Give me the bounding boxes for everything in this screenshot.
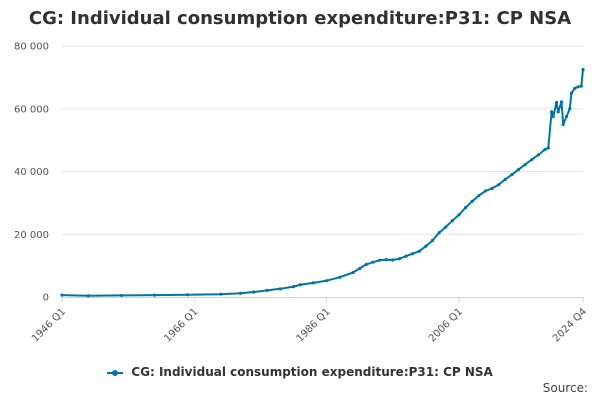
data-point [239, 291, 243, 295]
data-point [543, 147, 547, 152]
data-point [561, 122, 565, 127]
data-point [219, 292, 223, 296]
gridlines [62, 45, 583, 235]
legend-line-icon [107, 369, 124, 376]
x-tick-label: 2024 Q4 [551, 306, 589, 344]
data-point [384, 258, 388, 262]
data-point [325, 279, 329, 283]
data-point [559, 100, 564, 104]
data-point [430, 238, 435, 243]
data-point [186, 293, 190, 297]
data-point [463, 205, 468, 210]
data-point [573, 86, 577, 90]
data-point [404, 254, 408, 258]
data-point [278, 287, 282, 291]
data-point [483, 189, 488, 193]
data-point [579, 84, 583, 88]
data-point [60, 293, 64, 297]
data-point [444, 225, 448, 229]
data-point [411, 252, 415, 256]
series-line [61, 69, 584, 297]
data-point [364, 262, 368, 266]
legend-label: CG: Individual consumption expenditure:P… [131, 365, 493, 379]
data-point [477, 194, 481, 198]
data-point [119, 293, 124, 298]
data-point [523, 162, 527, 167]
data-point [450, 219, 454, 223]
series-layer [60, 67, 585, 298]
data-point [338, 275, 342, 279]
y-tick-label: 80 000 [14, 42, 49, 53]
y-tick-label: 60 000 [14, 104, 49, 115]
data-point [497, 183, 501, 187]
data-point [417, 249, 421, 253]
y-tick-label: 0 [43, 293, 49, 304]
y-axis: 0 20 000 40 000 60 000 80 000 [14, 42, 49, 304]
data-point [397, 257, 402, 261]
data-point [510, 173, 514, 177]
data-point [490, 186, 494, 191]
data-point [437, 231, 441, 235]
data-point [298, 283, 302, 287]
x-tick-label: 1986 Q1 [295, 306, 333, 344]
legend[interactable]: CG: Individual consumption expenditure:P… [0, 365, 600, 379]
data-point [371, 260, 375, 264]
y-tick-label: 40 000 [14, 167, 49, 178]
data-point [391, 258, 395, 262]
chart-title: CG: Individual consumption expenditure:P… [28, 8, 572, 29]
data-point [351, 270, 355, 275]
data-point [554, 100, 559, 105]
data-point [556, 110, 560, 114]
data-point [252, 290, 256, 294]
data-point [470, 199, 474, 203]
data-point [516, 168, 521, 172]
data-point [568, 107, 572, 111]
data-point [424, 244, 428, 248]
data-point [549, 110, 554, 114]
data-point [569, 91, 574, 95]
data-point [291, 285, 296, 289]
data-point [86, 294, 91, 298]
x-tick-label: 1966 Q1 [162, 306, 200, 344]
data-point [503, 177, 507, 181]
x-tick-label: 2006 Q1 [427, 306, 465, 344]
y-tick-label: 20 000 [14, 230, 49, 241]
data-point [536, 153, 540, 157]
data-point [377, 258, 382, 262]
data-point [564, 114, 569, 119]
data-point [311, 281, 316, 285]
data-point [153, 293, 157, 297]
data-point [265, 288, 269, 293]
data-point [546, 146, 550, 150]
data-point [576, 85, 580, 89]
data-point [581, 67, 585, 72]
source-label: Source: [542, 381, 588, 395]
data-point [530, 157, 534, 162]
x-tick-label: 1946 Q1 [30, 306, 68, 344]
data-point [358, 266, 362, 271]
data-point [457, 213, 461, 217]
data-point [551, 114, 555, 119]
x-axis: 1946 Q1 1966 Q1 1986 Q1 2006 Q1 2024 Q4 [30, 297, 589, 344]
